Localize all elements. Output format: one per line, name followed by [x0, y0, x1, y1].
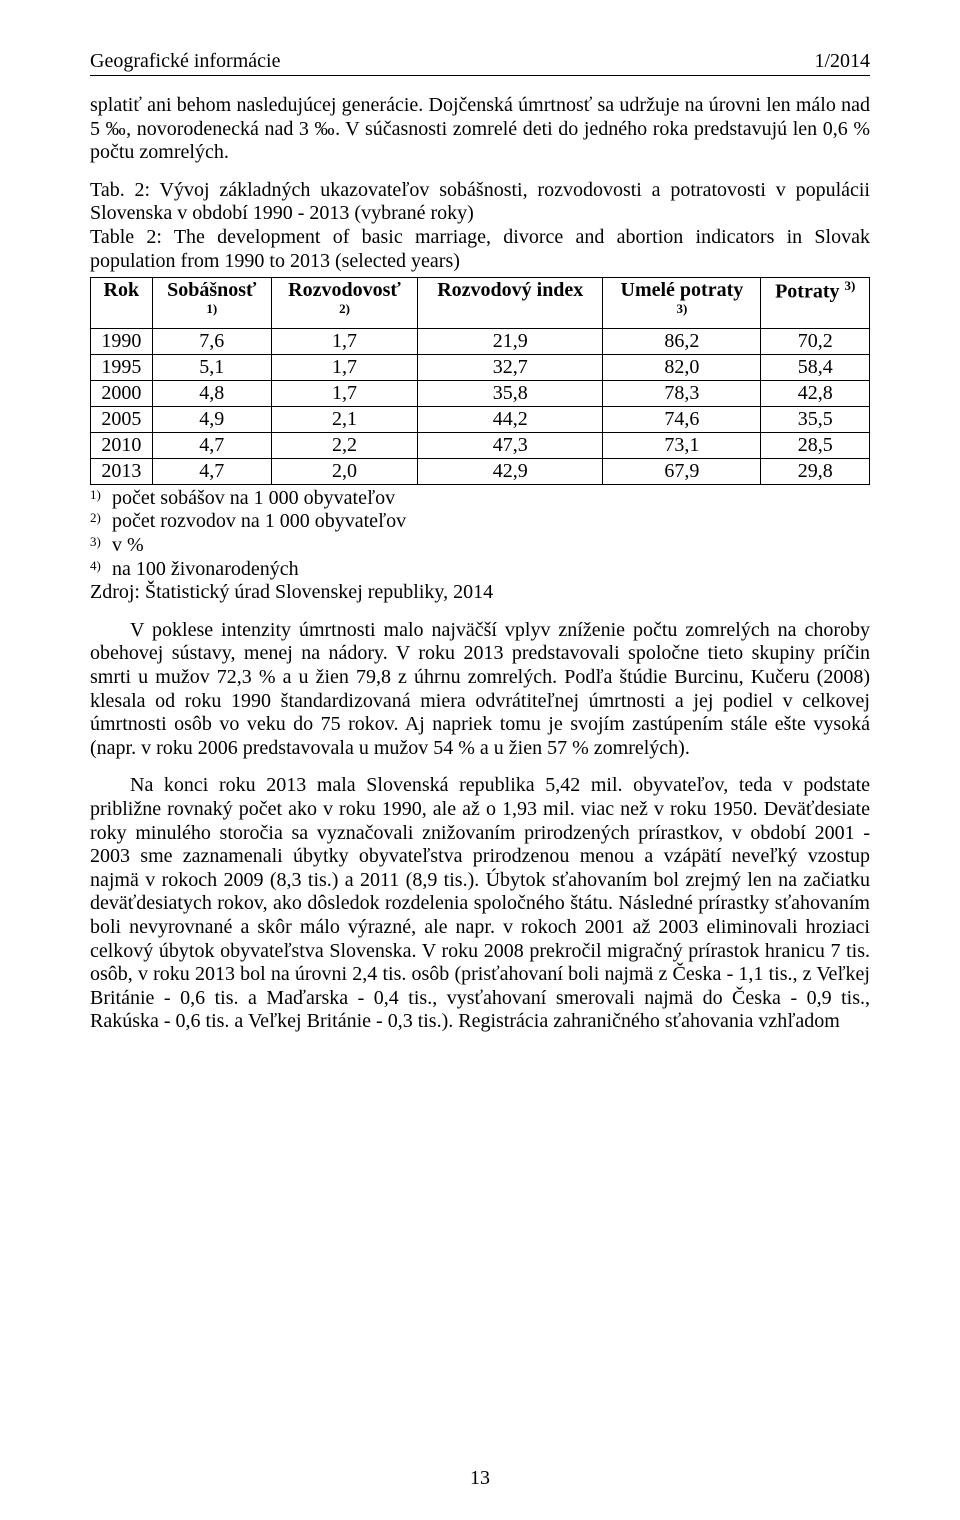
col-rozvodovost: Rozvodovosť 2) — [271, 278, 417, 329]
col-label: Umelé potraty — [621, 279, 744, 301]
col-label: Rozvodovosť — [288, 279, 401, 301]
col-sup: 3) — [844, 278, 855, 293]
page-number: 13 — [0, 1467, 960, 1490]
cell: 29,8 — [761, 458, 870, 484]
cell: 2,0 — [271, 458, 417, 484]
cell: 58,4 — [761, 354, 870, 380]
header-right: 1/2014 — [814, 50, 870, 73]
cell: 67,9 — [603, 458, 761, 484]
col-sup: 1) — [206, 301, 217, 316]
cell: 47,3 — [418, 432, 603, 458]
col-sup: 2) — [339, 301, 350, 316]
cell: 2005 — [91, 406, 153, 432]
page-header: Geografické informácie 1/2014 — [90, 50, 870, 76]
cell: 4,8 — [152, 380, 271, 406]
cell: 2010 — [91, 432, 153, 458]
cell: 78,3 — [603, 380, 761, 406]
cell: 4,7 — [152, 432, 271, 458]
cell: 4,7 — [152, 458, 271, 484]
cell: 35,8 — [418, 380, 603, 406]
footnote-num: 1) — [90, 487, 112, 511]
cell: 28,5 — [761, 432, 870, 458]
cell: 35,5 — [761, 406, 870, 432]
col-umele-potraty: Umelé potraty 3) — [603, 278, 761, 329]
cell: 1990 — [91, 328, 153, 354]
cell: 42,8 — [761, 380, 870, 406]
table-row: 2000 4,8 1,7 35,8 78,3 42,8 — [91, 380, 870, 406]
paragraph-2: V poklese intenzity úmrtnosti malo najvä… — [90, 619, 870, 761]
cell: 70,2 — [761, 328, 870, 354]
footnote: 1) počet sobášov na 1 000 obyvateľov — [90, 487, 870, 511]
source-line: Zdroj: Štatistický úrad Slovenskej repub… — [90, 581, 870, 605]
footnote: 2) počet rozvodov na 1 000 obyvateľov — [90, 510, 870, 534]
footnote-text: počet sobášov na 1 000 obyvateľov — [112, 487, 395, 511]
paragraph-1: splatiť ani behom nasledujúcej generácie… — [90, 94, 870, 165]
table-caption-en: Table 2: The development of basic marria… — [90, 226, 870, 272]
cell: 32,7 — [418, 354, 603, 380]
footnote-text: v % — [112, 534, 144, 558]
table-caption-sk: Tab. 2: Vývoj základných ukazovateľov so… — [90, 179, 870, 225]
cell: 2,1 — [271, 406, 417, 432]
col-label: Potraty — [775, 281, 839, 303]
cell: 4,9 — [152, 406, 271, 432]
cell: 2013 — [91, 458, 153, 484]
cell: 1,7 — [271, 354, 417, 380]
cell: 44,2 — [418, 406, 603, 432]
footnotes: 1) počet sobášov na 1 000 obyvateľov 2) … — [90, 487, 870, 605]
cell: 5,1 — [152, 354, 271, 380]
paragraph-3: Na konci roku 2013 mala Slovenská republ… — [90, 774, 870, 1034]
col-sup: 3) — [676, 301, 687, 316]
table-row: 1995 5,1 1,7 32,7 82,0 58,4 — [91, 354, 870, 380]
table-caption: Tab. 2: Vývoj základných ukazovateľov so… — [90, 179, 870, 273]
col-label: Sobášnosť — [167, 279, 256, 301]
footnote-num: 4) — [90, 558, 112, 582]
table-row: 2010 4,7 2,2 47,3 73,1 28,5 — [91, 432, 870, 458]
col-rozvodovy-index: Rozvodový index — [418, 278, 603, 329]
table-row: 2013 4,7 2,0 42,9 67,9 29,8 — [91, 458, 870, 484]
cell: 86,2 — [603, 328, 761, 354]
footnote: 4) na 100 živonarodených — [90, 558, 870, 582]
cell: 42,9 — [418, 458, 603, 484]
cell: 2,2 — [271, 432, 417, 458]
col-label: Rok — [104, 279, 140, 301]
table-row: 2005 4,9 2,1 44,2 74,6 35,5 — [91, 406, 870, 432]
cell: 1,7 — [271, 328, 417, 354]
cell: 7,6 — [152, 328, 271, 354]
footnote-text: na 100 živonarodených — [112, 558, 299, 582]
cell: 82,0 — [603, 354, 761, 380]
data-table: Rok Sobášnosť 1) Rozvodovosť 2) Rozvodov… — [90, 277, 870, 485]
col-rok: Rok — [91, 278, 153, 329]
table-header-row: Rok Sobášnosť 1) Rozvodovosť 2) Rozvodov… — [91, 278, 870, 329]
cell: 1995 — [91, 354, 153, 380]
cell: 1,7 — [271, 380, 417, 406]
cell: 73,1 — [603, 432, 761, 458]
table-row: 1990 7,6 1,7 21,9 86,2 70,2 — [91, 328, 870, 354]
footnote-num: 3) — [90, 534, 112, 558]
col-potraty: Potraty 3) — [761, 278, 870, 329]
cell: 21,9 — [418, 328, 603, 354]
col-sobasnost: Sobášnosť 1) — [152, 278, 271, 329]
footnote-text: počet rozvodov na 1 000 obyvateľov — [112, 510, 406, 534]
table-body: 1990 7,6 1,7 21,9 86,2 70,2 1995 5,1 1,7… — [91, 328, 870, 484]
cell: 2000 — [91, 380, 153, 406]
footnote: 3) v % — [90, 534, 870, 558]
col-label: Rozvodový index — [437, 279, 583, 301]
header-left: Geografické informácie — [90, 50, 280, 73]
cell: 74,6 — [603, 406, 761, 432]
footnote-num: 2) — [90, 510, 112, 534]
